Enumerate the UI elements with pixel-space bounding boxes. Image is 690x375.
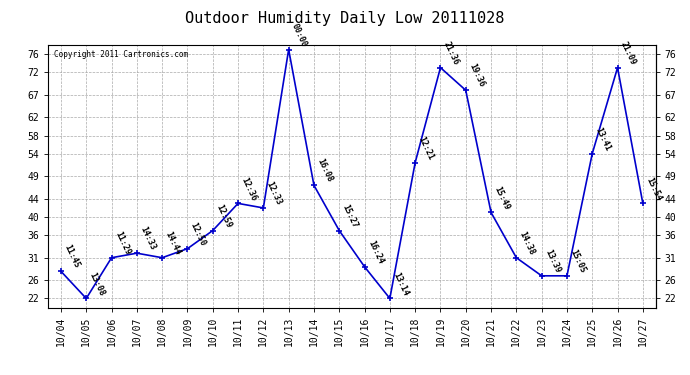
Text: 15:49: 15:49 (493, 184, 511, 211)
Text: 13:08: 13:08 (88, 271, 106, 297)
Text: 16:08: 16:08 (315, 158, 334, 184)
Text: 15:27: 15:27 (341, 203, 359, 229)
Text: Outdoor Humidity Daily Low 20111028: Outdoor Humidity Daily Low 20111028 (186, 11, 504, 26)
Text: 13:14: 13:14 (391, 271, 410, 297)
Text: 12:33: 12:33 (265, 180, 284, 207)
Text: 00:00: 00:00 (290, 22, 308, 48)
Text: 13:41: 13:41 (593, 126, 612, 152)
Text: Copyright 2011 Cartronics.com: Copyright 2011 Cartronics.com (55, 50, 188, 59)
Text: 14:44: 14:44 (164, 230, 182, 256)
Text: 14:33: 14:33 (138, 225, 157, 252)
Text: 12:59: 12:59 (214, 203, 233, 229)
Text: 11:29: 11:29 (113, 230, 132, 256)
Text: 21:36: 21:36 (442, 40, 460, 66)
Text: 16:24: 16:24 (366, 239, 384, 266)
Text: 12:50: 12:50 (189, 221, 208, 247)
Text: 13:39: 13:39 (543, 248, 562, 274)
Text: 14:38: 14:38 (518, 230, 536, 256)
Text: 15:54: 15:54 (644, 176, 663, 202)
Text: 19:36: 19:36 (467, 62, 486, 89)
Text: 12:21: 12:21 (417, 135, 435, 161)
Text: 12:36: 12:36 (239, 176, 258, 202)
Text: 11:45: 11:45 (62, 243, 81, 270)
Text: 15:05: 15:05 (569, 248, 587, 274)
Text: 21:09: 21:09 (619, 40, 638, 66)
